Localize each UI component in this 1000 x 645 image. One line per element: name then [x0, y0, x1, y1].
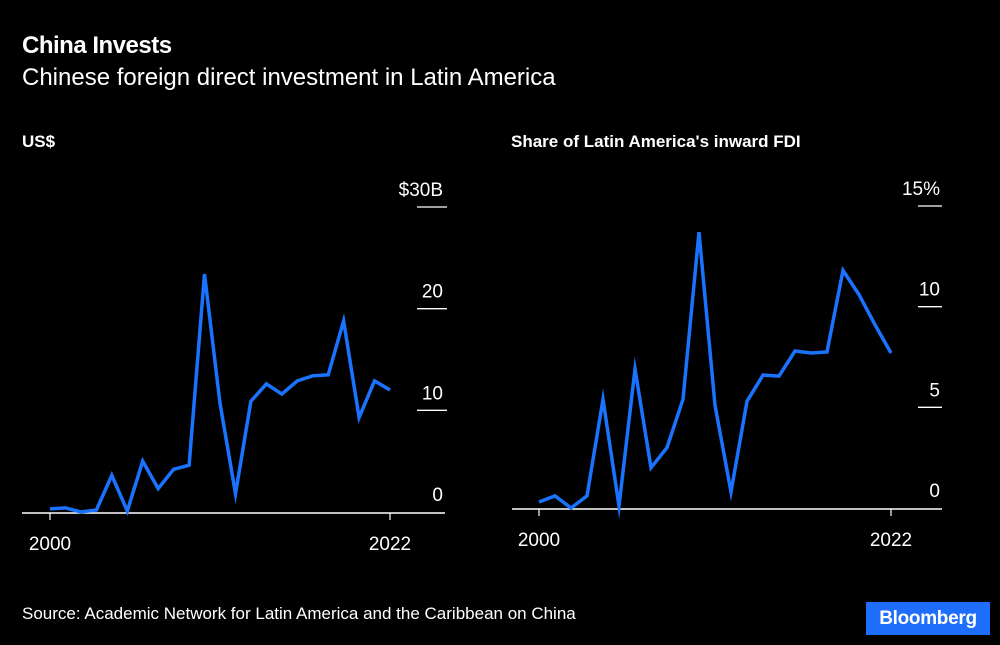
bloomberg-logo: Bloomberg	[866, 602, 990, 635]
source-note: Source: Academic Network for Latin Ameri…	[22, 604, 576, 623]
right-y-tick-label: 5	[929, 380, 940, 401]
left-x-tick-label: 2000	[29, 534, 71, 555]
left-y-tick-label: $30B	[399, 180, 443, 201]
chart-subtitle: Chinese foreign direct investment in Lat…	[22, 64, 556, 91]
right-chart-title: Share of Latin America's inward FDI	[511, 132, 801, 151]
left-y-tick-label: 10	[422, 383, 443, 404]
left-y-tick-label: 0	[432, 485, 443, 506]
right-y-tick-label: 10	[919, 280, 940, 301]
left-chart-title: US$	[22, 132, 56, 151]
right-x-tick-label: 2022	[870, 530, 912, 551]
right-y-tick-label: 0	[929, 481, 940, 502]
left-x-tick-label: 2022	[369, 534, 411, 555]
chart-title: China Invests	[22, 32, 172, 59]
left-series-line	[49, 273, 391, 517]
right-x-tick-label: 2000	[518, 530, 560, 551]
left-y-tick-label: 20	[422, 282, 443, 303]
right-y-tick-label: 15%	[902, 179, 940, 200]
right-series-line	[538, 232, 893, 520]
